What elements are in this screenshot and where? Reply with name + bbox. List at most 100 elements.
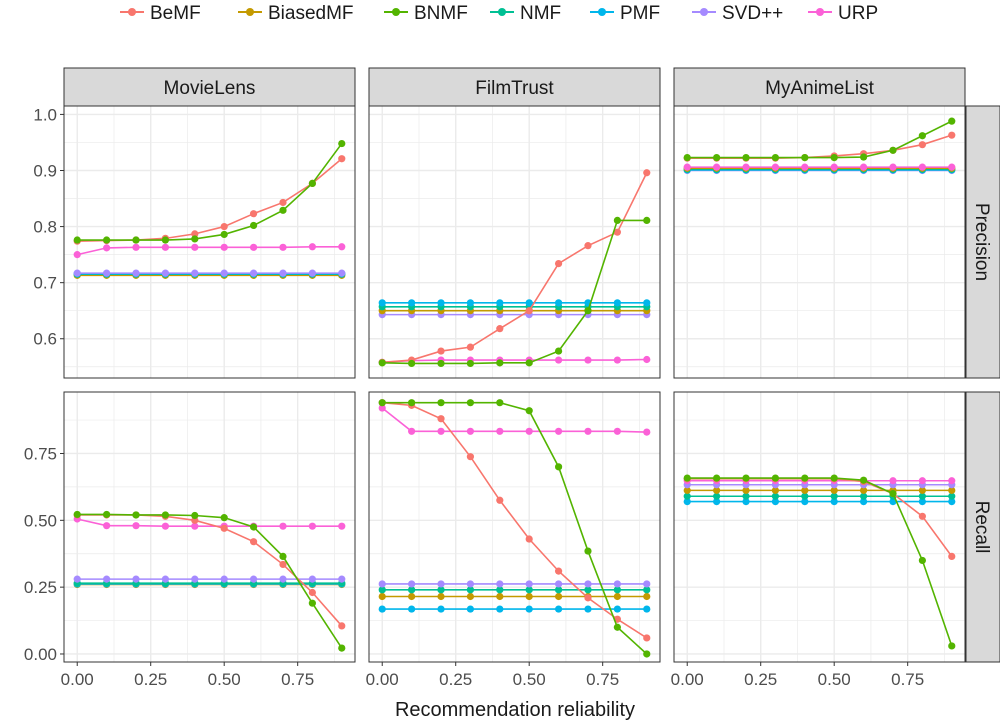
data-point — [73, 269, 81, 277]
x-tick-label: 0.75 — [891, 670, 924, 689]
row-strip-label: Recall — [971, 501, 992, 554]
data-point — [554, 259, 563, 268]
data-point — [830, 486, 838, 494]
data-point — [103, 575, 111, 583]
x-tick-label: 0.75 — [586, 670, 619, 689]
data-point — [249, 221, 258, 230]
column-strip-label: FilmTrust — [475, 78, 554, 99]
data-point — [525, 580, 533, 588]
y-tick-label: 0.25 — [24, 578, 57, 597]
data-point — [801, 153, 809, 162]
legend-key-point — [392, 8, 400, 16]
data-point — [801, 486, 809, 494]
panel-border — [673, 105, 966, 379]
data-point — [279, 522, 287, 530]
series-line-bnmf — [687, 120, 953, 159]
data-point — [613, 356, 621, 364]
data-point — [308, 575, 316, 583]
data-point — [466, 399, 475, 407]
data-point — [249, 210, 258, 218]
data-point — [191, 243, 199, 251]
series-line-urp — [381, 407, 647, 433]
legend-label: SVD++ — [722, 3, 783, 24]
data-point — [496, 580, 504, 588]
data-point — [161, 236, 170, 244]
data-point — [584, 547, 592, 555]
y-tick-label: 0.7 — [33, 274, 57, 293]
data-point — [496, 399, 504, 407]
data-point — [554, 299, 563, 307]
data-point — [466, 359, 475, 368]
legend-item: URP — [808, 3, 878, 24]
data-point — [584, 307, 592, 315]
data-point — [584, 586, 592, 594]
data-point — [191, 269, 199, 277]
data-point — [220, 575, 228, 583]
data-point — [948, 552, 956, 561]
data-point — [918, 163, 926, 171]
x-tick-label: 0.50 — [818, 670, 851, 689]
data-point — [771, 486, 780, 494]
data-point — [918, 141, 926, 149]
data-point — [220, 230, 228, 239]
panel — [368, 391, 661, 663]
y-tick-label: 0.50 — [24, 511, 57, 530]
data-point — [613, 228, 621, 236]
panel-background — [64, 106, 355, 378]
data-point — [220, 514, 228, 522]
legend: BeMF BiasedMF BNMF NMF PMF SVD++ — [120, 3, 878, 24]
data-point — [378, 586, 386, 594]
data-point — [408, 586, 416, 594]
panel-background — [369, 392, 660, 662]
data-point — [132, 269, 140, 277]
legend-item: BNMF — [384, 3, 468, 24]
panel-background — [674, 106, 965, 378]
data-point — [643, 650, 651, 658]
data-point — [338, 269, 346, 277]
data-point — [643, 586, 651, 594]
series-line-urp — [382, 358, 647, 364]
data-point — [771, 498, 780, 506]
y-tick-label: 1.0 — [33, 105, 57, 124]
data-point — [683, 498, 691, 506]
data-point — [191, 511, 199, 520]
data-point — [132, 236, 140, 244]
data-point — [191, 230, 199, 238]
data-point — [466, 427, 475, 435]
data-point — [103, 522, 111, 530]
data-point — [948, 492, 956, 500]
data-point — [437, 347, 445, 355]
x-tick-label: 0.25 — [744, 670, 777, 689]
data-point — [249, 269, 258, 277]
data-point — [584, 356, 592, 364]
data-point — [103, 510, 111, 519]
data-point — [496, 586, 504, 594]
data-point — [859, 486, 868, 494]
data-point — [683, 153, 691, 162]
data-point — [554, 567, 563, 575]
data-point — [613, 592, 621, 601]
row-strip-label: Precision — [971, 203, 992, 281]
data-point — [613, 216, 621, 225]
legend-key-point — [128, 8, 136, 16]
column-strip-label: MyAnimeList — [765, 78, 874, 99]
data-point — [338, 139, 346, 148]
data-point — [437, 586, 445, 594]
y-tick-label: 0.00 — [24, 645, 57, 664]
data-point — [643, 580, 651, 588]
data-point — [437, 427, 445, 435]
data-point — [830, 474, 838, 482]
data-point — [948, 642, 956, 650]
data-point — [948, 486, 956, 494]
data-point — [378, 592, 386, 601]
data-point — [830, 153, 838, 162]
data-point — [643, 299, 651, 307]
data-point — [713, 153, 721, 162]
data-point — [918, 512, 926, 520]
data-point — [525, 605, 533, 613]
data-point — [643, 216, 651, 225]
data-point — [496, 325, 504, 333]
data-point — [338, 155, 346, 163]
panel-background — [64, 392, 355, 662]
